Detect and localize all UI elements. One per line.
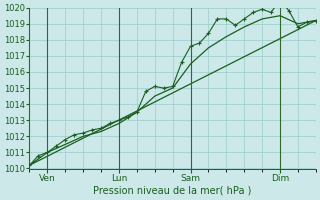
X-axis label: Pression niveau de la mer( hPa ): Pression niveau de la mer( hPa ) bbox=[93, 186, 252, 196]
